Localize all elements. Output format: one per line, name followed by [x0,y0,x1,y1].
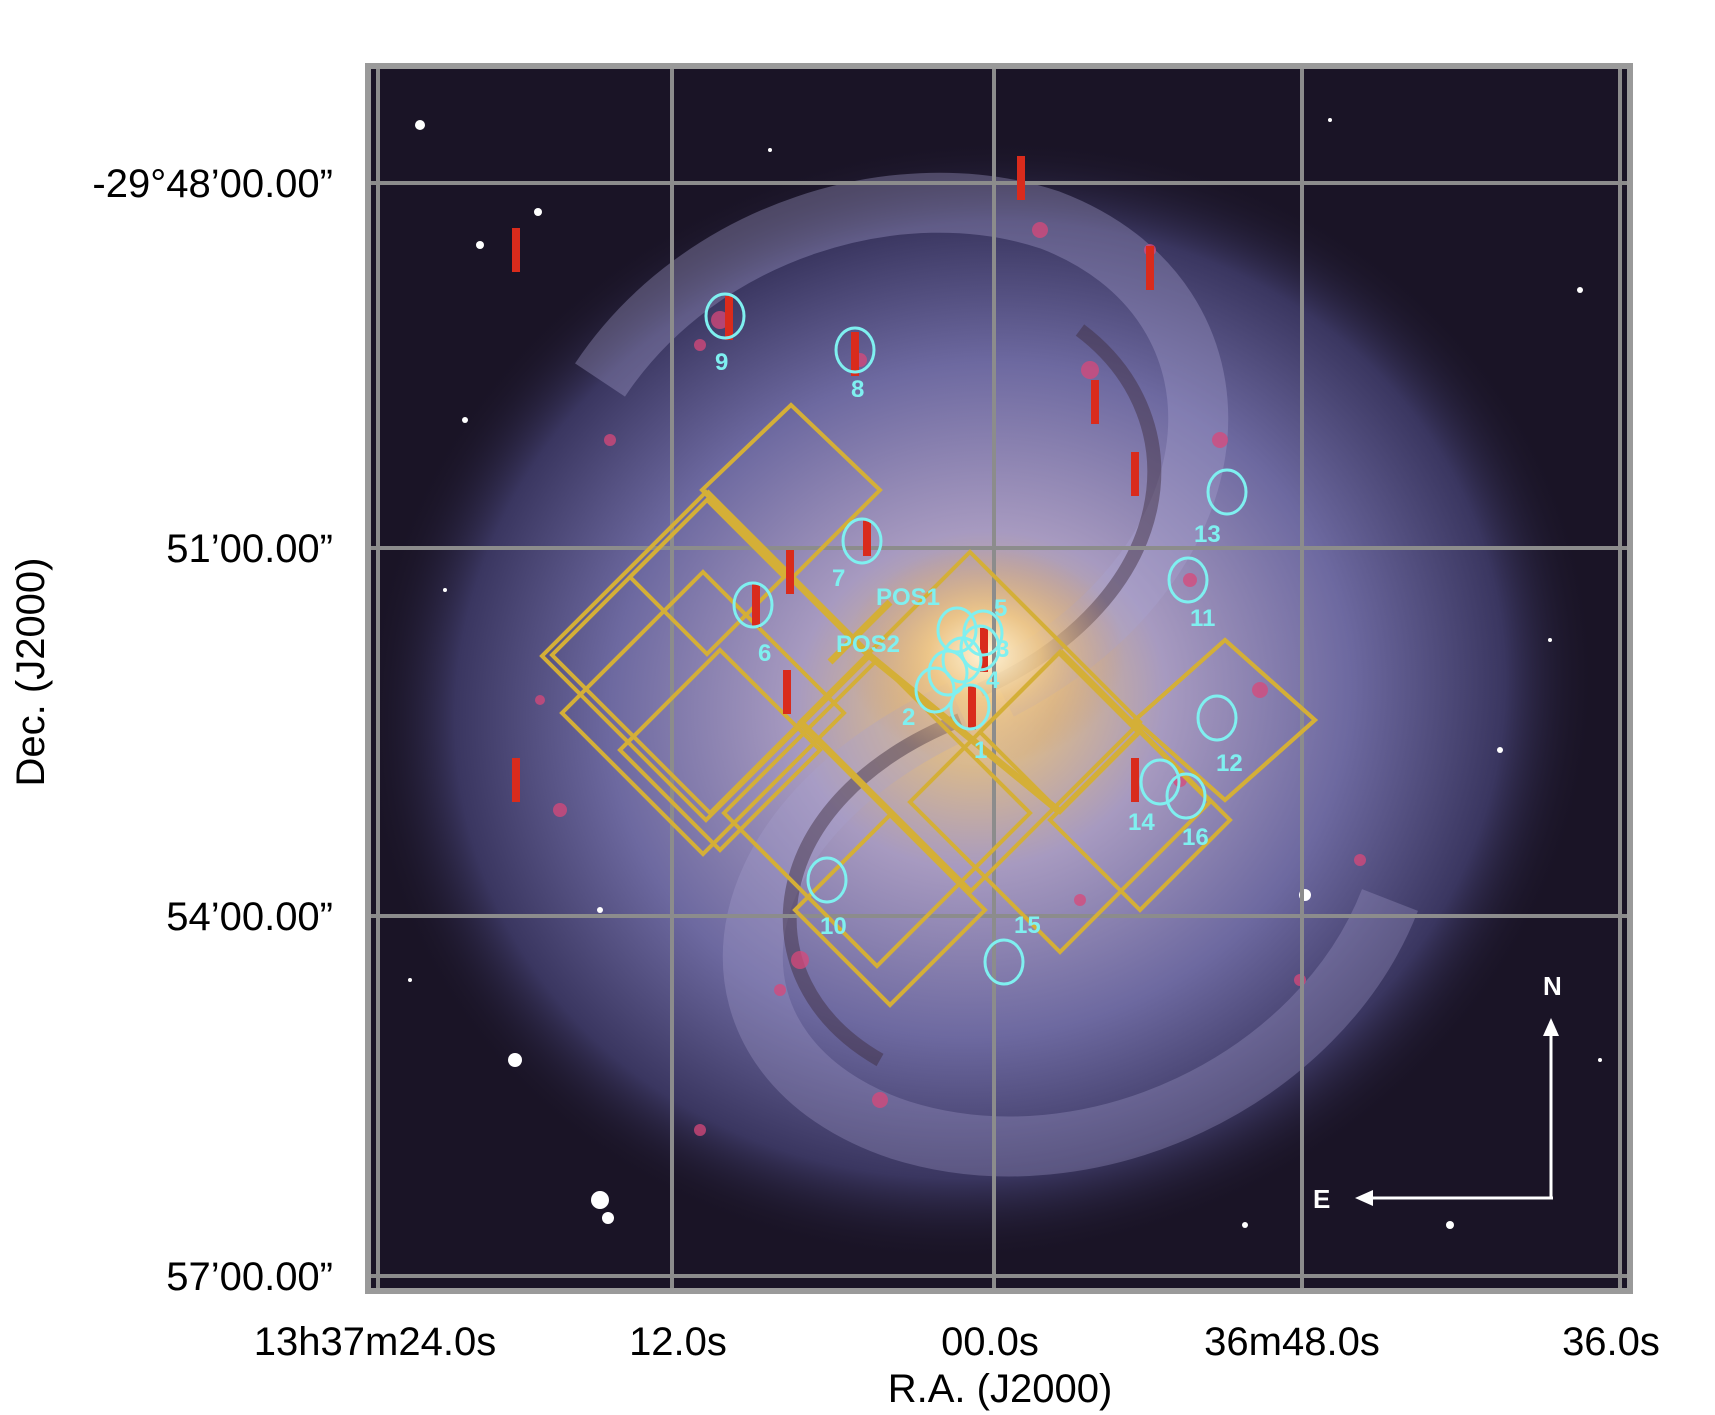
y-tick-label: -29°48’00.00” [92,162,333,206]
y-tick-label: 51’00.00” [166,527,333,571]
compass-rose [1355,1018,1559,1206]
compass-north-arrowhead [1543,1018,1559,1036]
marker-label: 13 [1194,521,1221,548]
y-tick-label: 54’00.00” [166,895,333,939]
circle-marker-2 [914,666,956,714]
circle-marker-7 [841,517,883,565]
circle-markers [704,292,1248,986]
circle-marker-6 [732,581,774,629]
field-stars [408,118,1602,1229]
slit-markers [512,156,1154,802]
slit-marker [851,332,859,376]
slit-marker [1131,452,1139,496]
field-outline [721,657,1033,969]
circle-marker-1 [949,683,991,731]
compass-east-label: E [1313,1184,1330,1214]
marker-label: 12 [1216,750,1243,777]
slit-marker [1131,758,1139,802]
marker-label: 4 [986,667,1000,694]
slit-marker [1146,246,1154,290]
marker-label: 15 [1014,912,1041,939]
field-outline [1131,637,1319,803]
x-tick-labels: 13h37m24.0s 12.0s 00.0s 36m48.0s 36.0s [254,1320,1660,1364]
galaxy-image [368,66,1630,1291]
circle-marker-11 [1167,556,1209,604]
circle-marker-8 [834,326,876,374]
marker-label: 16 [1182,824,1209,851]
field-outline [559,569,847,857]
slit-marker [1017,156,1025,200]
circle-marker-9 [704,292,746,340]
x-axis-label: R.A. (J2000) [888,1367,1113,1411]
y-axis-label: Dec. (J2000) [9,558,53,787]
marker-label: 8 [851,376,864,403]
slit-marker [980,628,988,672]
slit-marker [752,584,760,628]
x-tick-label: 00.0s [941,1320,1039,1364]
compass-north-label: N [1543,971,1562,1001]
pos-label-1: POS1 [876,584,940,611]
slit-marker [783,670,791,714]
circle-marker-12 [1196,694,1238,742]
field-outline [1047,727,1233,913]
slit-marker [725,296,733,340]
marker-label: 10 [820,913,847,940]
x-tick-label: 12.0s [629,1320,727,1364]
circle-marker-16 [1165,772,1207,820]
marker-label: 9 [715,349,728,376]
slit-marker [968,686,976,730]
hii-regions [535,222,1366,1136]
marker-label: 11 [1190,605,1215,632]
circle-marker-15 [983,938,1025,986]
marker-label: 3 [996,636,1009,663]
slit-marker [512,228,520,272]
circle-marker-13 [1206,468,1248,516]
marker-label: 6 [758,640,771,667]
slit-marker [1091,380,1099,424]
pos-label-2: POS2 [836,631,900,658]
dust-lane [782,713,963,1067]
y-tick-labels: -29°48’00.00” 51’00.00” 54’00.00” 57’00.… [92,162,333,1299]
circle-marker-14 [1139,758,1181,806]
plot-frame [365,63,1633,1294]
marker-label: 5 [994,595,1007,622]
x-tick-label: 36m48.0s [1204,1320,1380,1364]
x-tick-label: 13h37m24.0s [254,1320,496,1364]
field-outline [617,647,823,853]
slit-marker [863,520,871,556]
circle-marker-4 [941,636,983,684]
marker-label: 14 [1128,809,1155,836]
marker-label: 2 [902,704,915,731]
marker-label: 7 [832,565,845,592]
marker-label: 1 [974,737,987,764]
slit-marker [786,550,794,594]
x-tick-label: 36.0s [1562,1320,1660,1364]
circle-marker-5 [962,609,1004,657]
circle-marker-10 [806,856,848,904]
slit-marker [512,758,520,802]
coordinate-grid [368,66,1630,1291]
circle-marker-pos1 [936,606,978,654]
spiral-arm [722,682,1418,1177]
circle-marker-labels: 1 2 3 4 5 6 7 8 9 10 11 12 13 14 15 16 P… [715,349,1243,940]
y-tick-label: 57’00.00” [166,1255,333,1299]
compass-east-arrowhead [1355,1190,1373,1206]
